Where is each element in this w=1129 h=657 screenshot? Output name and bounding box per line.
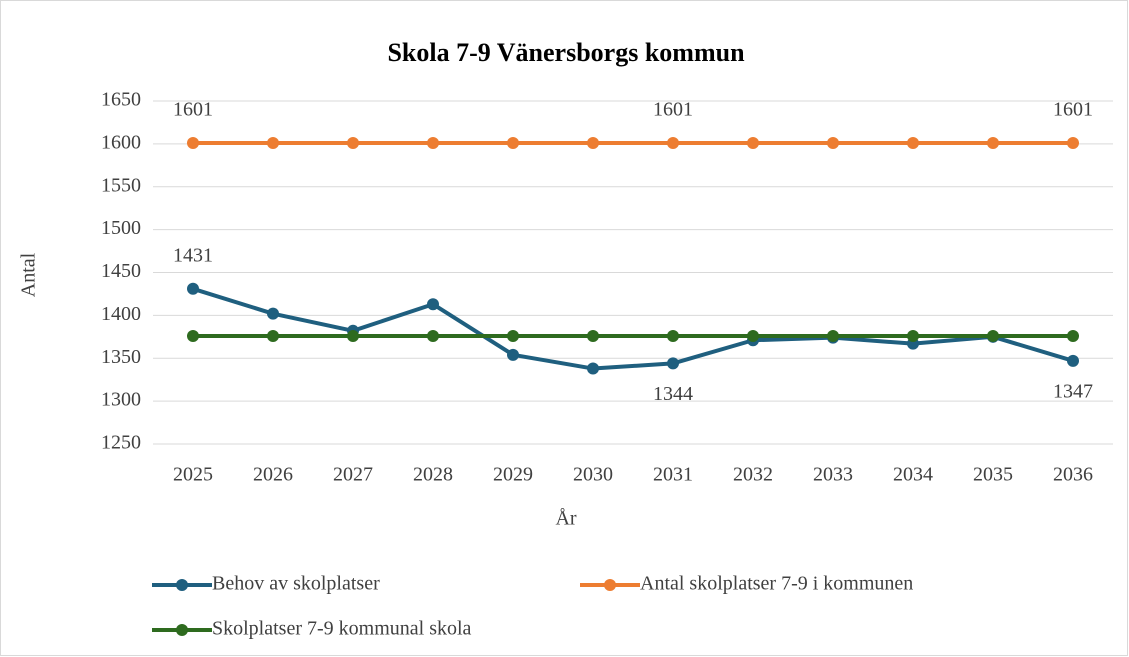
data-point [507, 329, 519, 342]
y-tick-label: 1550 [101, 174, 141, 196]
x-tick-label: 2035 [973, 464, 1013, 486]
x-tick-label: 2028 [413, 464, 453, 486]
data-point [667, 357, 679, 370]
data-label: 1347 [1053, 380, 1093, 402]
data-label: 1601 [173, 99, 213, 121]
y-tick-label: 1300 [101, 389, 141, 411]
legend-label: Behov av skolplatser [212, 573, 380, 595]
data-point [587, 137, 599, 150]
data-point [267, 307, 279, 320]
data-point [587, 362, 599, 375]
data-point [667, 137, 679, 150]
y-tick-label: 1400 [101, 303, 141, 325]
x-tick-label: 2025 [173, 464, 213, 486]
data-label: 1431 [173, 244, 213, 266]
data-point [747, 329, 759, 342]
data-point [427, 137, 439, 150]
data-point [747, 137, 759, 150]
y-tick-label: 1450 [101, 260, 141, 282]
y-tick-label: 1600 [101, 131, 141, 153]
data-point [267, 329, 279, 342]
data-point [187, 282, 199, 295]
y-tick-label: 1650 [101, 89, 141, 111]
x-tick-label: 2029 [493, 464, 533, 486]
data-point [827, 329, 839, 342]
data-point [187, 329, 199, 342]
data-point [907, 329, 919, 342]
data-point [587, 329, 599, 342]
x-axis-label: År [555, 508, 576, 530]
data-point [267, 137, 279, 150]
y-tick-label: 1500 [101, 217, 141, 239]
x-tick-label: 2034 [893, 464, 933, 486]
y-tick-label: 1350 [101, 346, 141, 368]
x-tick-label: 2026 [253, 464, 293, 486]
x-tick-label: 2027 [333, 464, 373, 486]
y-axis-label: Antal [18, 252, 40, 297]
data-point [1067, 137, 1079, 150]
legend-label: Antal skolplatser 7-9 i kommunen [640, 573, 913, 595]
x-tick-label: 2031 [653, 464, 693, 486]
data-point [827, 137, 839, 150]
x-tick-label: 2036 [1053, 464, 1093, 486]
data-point [187, 137, 199, 150]
data-point [907, 137, 919, 150]
data-point [347, 137, 359, 150]
data-point [1067, 354, 1079, 367]
data-point [667, 329, 679, 342]
data-label: 1601 [1053, 99, 1093, 121]
data-point [987, 329, 999, 342]
chart-title: Skola 7-9 Vänersborgs kommun [387, 38, 745, 67]
x-tick-label: 2032 [733, 464, 773, 486]
series-line [192, 286, 1074, 371]
data-point [427, 298, 439, 311]
y-tick-label: 1250 [101, 432, 141, 454]
x-tick-label: 2033 [813, 464, 853, 486]
data-point [1067, 329, 1079, 342]
legend-marker [176, 579, 188, 591]
data-point [507, 137, 519, 150]
legend-marker [604, 579, 616, 591]
data-label: 1601 [653, 99, 693, 121]
data-point [427, 329, 439, 342]
data-point [507, 348, 519, 361]
data-point [347, 329, 359, 342]
legend-marker [176, 624, 188, 636]
legend-label: Skolplatser 7-9 kommunal skola [212, 618, 472, 640]
data-label: 1344 [653, 383, 693, 405]
x-tick-label: 2030 [573, 464, 613, 486]
data-point [987, 137, 999, 150]
